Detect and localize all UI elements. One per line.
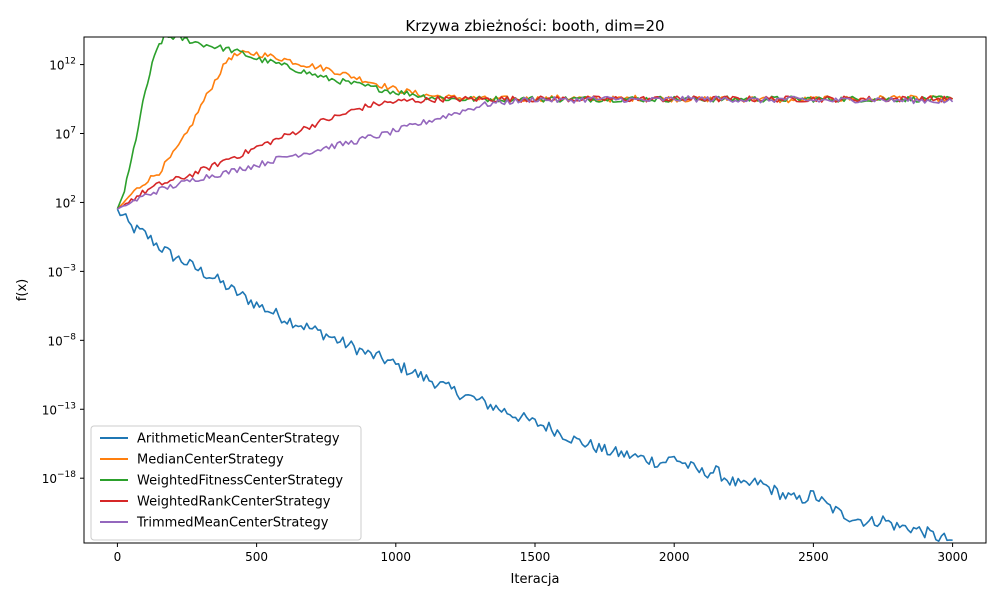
y-axis-ticks: 1012 107 102 10−3 10−8 10−13 10−18 <box>42 57 84 486</box>
series-line-ArithmeticMeanCenterStrategy <box>116 208 953 542</box>
x-tick-label: 0 <box>114 550 122 564</box>
y-tick-label: 10−13 <box>42 401 76 417</box>
y-tick-label: 10−8 <box>47 332 76 348</box>
y-tick-label: 10−3 <box>47 263 76 279</box>
x-axis-label: Iteracja <box>511 572 560 587</box>
x-axis-ticks: 0 500 1000 1500 2000 2500 3000 <box>114 543 968 564</box>
x-tick-label: 1000 <box>381 550 412 564</box>
legend-label: MedianCenterStrategy <box>137 453 284 468</box>
chart-title: Krzywa zbieżności: booth, dim=20 <box>405 17 664 35</box>
x-tick-label: 500 <box>245 550 268 564</box>
x-tick-label: 2000 <box>659 550 690 564</box>
legend: ArithmeticMeanCenterStrategy MedianCenter… <box>90 425 362 541</box>
y-tick-label: 10−18 <box>42 470 77 486</box>
series-layer <box>116 37 954 542</box>
series-line-TrimmedMeanCenterStrategy <box>117 95 954 210</box>
legend-label: TrimmedMeanCenterStrategy <box>136 516 329 531</box>
x-tick-label: 2500 <box>798 550 829 564</box>
y-tick-label: 107 <box>55 126 76 142</box>
y-tick-label: 102 <box>55 194 76 210</box>
legend-label: WeightedRankCenterStrategy <box>137 495 331 510</box>
legend-label: ArithmeticMeanCenterStrategy <box>137 432 340 447</box>
y-tick-label: 1012 <box>49 57 76 73</box>
y-axis-label: f(x) <box>15 279 30 301</box>
legend-box <box>90 425 362 541</box>
legend-label: WeightedFitnessCenterStrategy <box>137 474 343 489</box>
x-tick-label: 3000 <box>937 550 968 564</box>
x-tick-label: 1500 <box>520 550 551 564</box>
